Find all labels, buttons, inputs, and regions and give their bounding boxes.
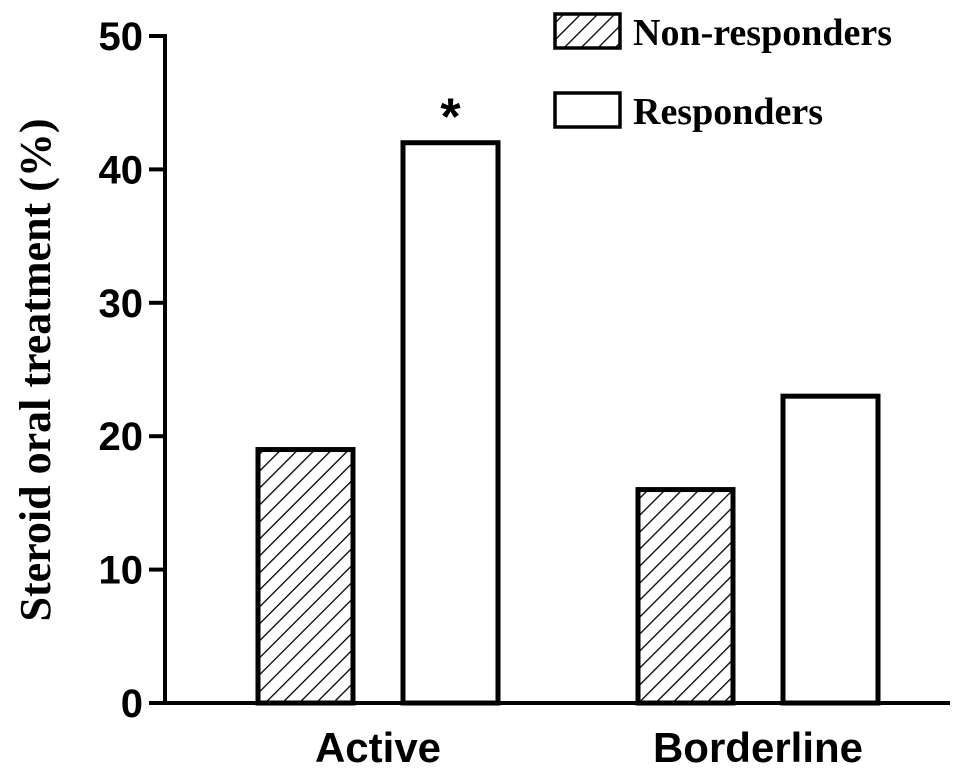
bar-non-responders-active — [255, 447, 356, 706]
y-tick-label: 20 — [99, 415, 144, 459]
y-tick-label: 30 — [99, 282, 144, 326]
bar-responders-borderline — [780, 393, 881, 706]
y-tick-label: 40 — [99, 148, 144, 192]
annotations: * — [440, 89, 461, 147]
legend-swatch-responders — [553, 91, 622, 129]
legend: Non-responders Responders — [553, 12, 892, 133]
bar-non-responders-borderline — [635, 487, 736, 706]
significance-asterisk: * — [440, 89, 461, 147]
x-category-label: Borderline — [653, 724, 863, 771]
bar-responders-active — [400, 140, 501, 706]
y-axis-label: Steroid oral treatment (%) — [11, 118, 60, 621]
y-axis: 0 10 20 30 40 50 — [99, 15, 167, 726]
y-tick-label: 0 — [121, 682, 143, 726]
bars — [255, 140, 881, 706]
y-tick-label: 10 — [99, 549, 144, 593]
category-labels: Active Borderline — [315, 724, 863, 771]
x-category-label: Active — [315, 724, 441, 771]
legend-label-non-responders: Non-responders — [633, 12, 892, 54]
legend-label-responders: Responders — [633, 91, 823, 133]
legend-swatch-non-responders — [553, 12, 622, 50]
y-tick-label: 50 — [99, 15, 144, 59]
